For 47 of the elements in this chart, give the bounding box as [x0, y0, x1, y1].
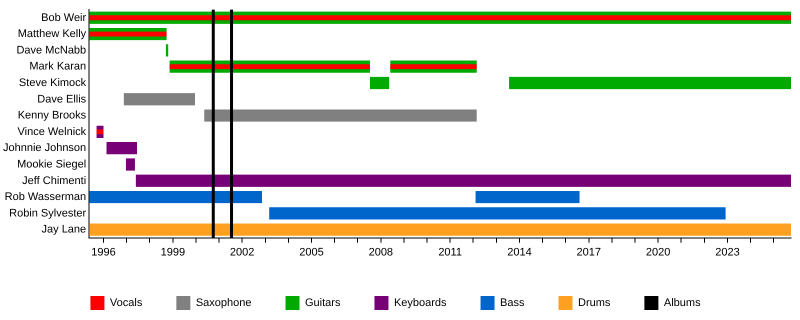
x-tick-label: 2008 — [368, 246, 394, 258]
bar — [89, 224, 791, 236]
y-tick-label: Rob Wasserman — [4, 191, 86, 204]
y-tick-label: Mookie Siegel — [17, 158, 86, 170]
legend-label: Bass — [500, 297, 525, 310]
bar — [106, 142, 138, 154]
legend-label: Saxophone — [196, 297, 252, 310]
bar — [89, 32, 167, 36]
y-tick-label: Steve Kimock — [18, 76, 87, 89]
y-tick-label: Bob Weir — [41, 12, 87, 24]
y-tick-label: Mark Karan — [29, 60, 86, 73]
bar — [89, 190, 262, 204]
x-tick-label: 2014 — [507, 246, 532, 258]
x-tick-label: 1996 — [91, 246, 116, 258]
x-tick-label: 1999 — [160, 246, 186, 258]
x-tick-label: 2023 — [715, 246, 740, 258]
legend-label: Keyboards — [394, 297, 448, 310]
y-tick-label: Robin Sylvester — [9, 207, 86, 220]
bar — [170, 64, 370, 70]
y-tick-label: Matthew Kelly — [18, 28, 87, 40]
x-tick-label: 2002 — [230, 246, 254, 258]
bar — [204, 109, 477, 122]
bar — [124, 93, 196, 106]
y-tick-label: Dave McNabb — [16, 44, 86, 56]
legend-label: Drums — [578, 297, 611, 310]
x-tick-label: 2020 — [646, 246, 670, 258]
bar — [136, 174, 791, 187]
bar — [126, 158, 135, 171]
bar — [96, 129, 104, 134]
bar — [390, 64, 477, 70]
bar — [509, 76, 791, 90]
y-tick-label: Kenny Brooks — [18, 110, 87, 122]
bar — [89, 15, 791, 20]
legend-label: Vocals — [110, 297, 143, 310]
legend-label: Guitars — [305, 297, 341, 310]
x-tick-label: 2005 — [299, 246, 324, 258]
y-tick-label: Johnnie Johnson — [2, 142, 86, 154]
y-tick-label: Vince Welnick — [17, 126, 87, 138]
x-tick-label: 2017 — [576, 246, 602, 258]
x-tick-label: 2011 — [438, 246, 462, 258]
y-tick-label: Jeff Chimenti — [22, 174, 86, 187]
bar — [370, 76, 390, 90]
bar — [269, 207, 726, 220]
y-tick-label: Dave Ellis — [37, 93, 87, 106]
legend-label: Albums — [664, 297, 702, 310]
y-tick-label: Jay Lane — [42, 224, 86, 236]
bar — [476, 190, 580, 204]
